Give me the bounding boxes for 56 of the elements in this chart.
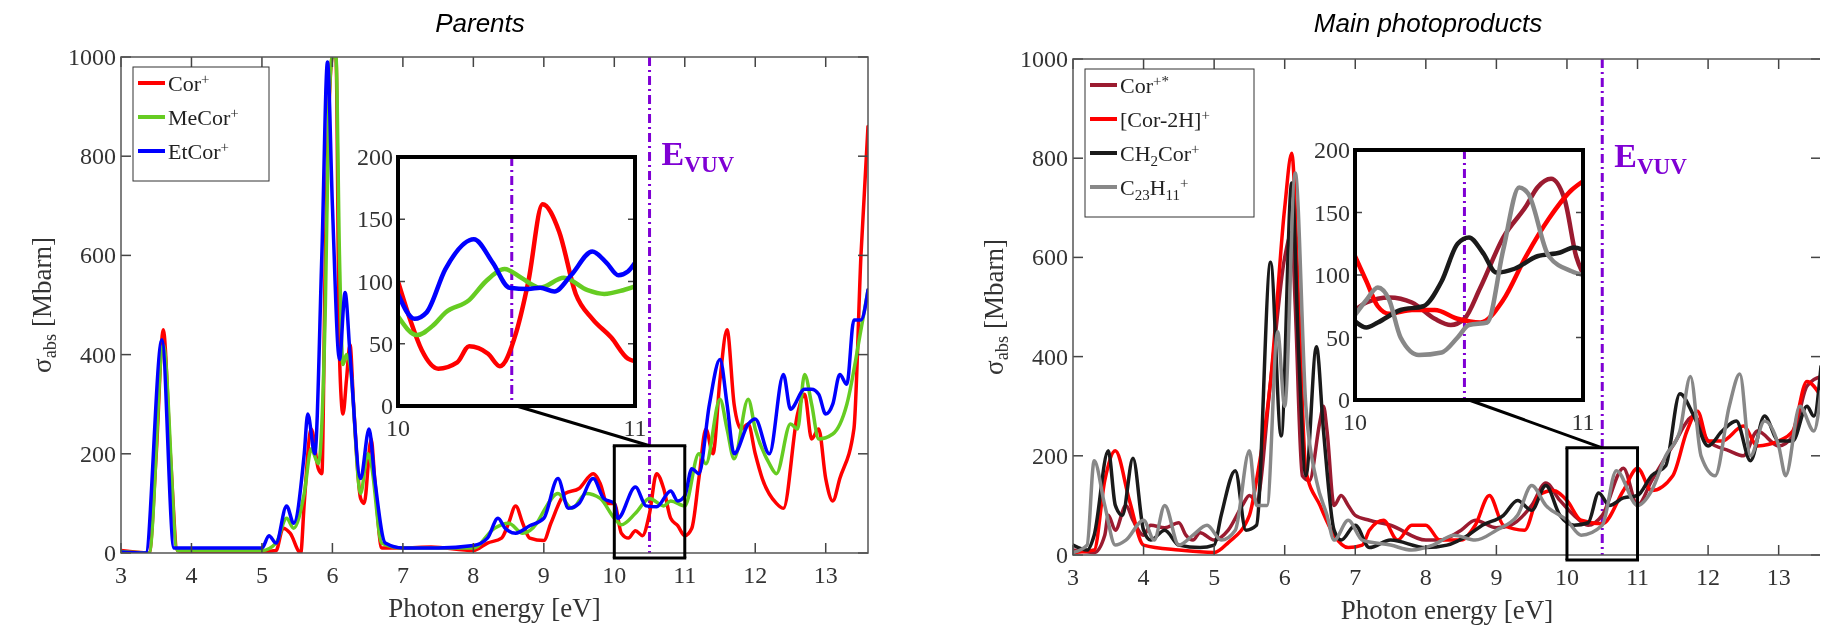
- y-tick-label: 0: [104, 540, 116, 566]
- x-tick-label: 13: [1766, 564, 1791, 590]
- y-tick-label: 400: [1032, 343, 1068, 370]
- x-tick-label: 11: [673, 562, 697, 588]
- legend-label: Cor$^{+}$: [168, 71, 210, 96]
- x-tick-label: 12: [743, 562, 768, 588]
- y-tick-label: 600: [80, 242, 116, 269]
- x-tick-label: 13: [813, 562, 838, 588]
- x-tick-label: 3: [115, 562, 127, 588]
- legend-label: CH$_{2}$Cor$^{+}$: [1120, 141, 1200, 169]
- x-tick-label: 3: [1067, 564, 1079, 590]
- y-tick-label: 200: [1032, 442, 1068, 469]
- x-tick-label: 12: [1696, 564, 1721, 590]
- chart-title: Parents: [435, 8, 525, 38]
- x-tick-label: 8: [1419, 564, 1432, 590]
- y-tick-label: 200: [357, 144, 393, 170]
- y-tick-label: 200: [80, 440, 116, 467]
- y-tick-label: 1000: [68, 44, 116, 70]
- x-axis-title: Photon energy [eV]: [1340, 595, 1554, 625]
- x-tick-label: 8: [467, 562, 480, 588]
- y-tick-label: 100: [357, 268, 393, 295]
- ref-line-label: E$_{VUV}$: [661, 135, 735, 177]
- ref-line-label: E$_{VUV}$: [1614, 137, 1688, 179]
- legend-label: Cor$^{+*}$: [1120, 73, 1169, 98]
- legend-label: EtCor$^{+}$: [168, 139, 229, 164]
- legend-label: [Cor-2H]$^{+}$: [1120, 107, 1210, 132]
- y-tick-label: 0: [1056, 542, 1068, 568]
- x-tick-label: 9: [537, 562, 550, 588]
- y-tick-label: 150: [357, 206, 393, 233]
- y-tick-label: 50: [369, 330, 393, 357]
- x-tick-label: 4: [1137, 564, 1150, 590]
- x-tick-label: 6: [1278, 564, 1291, 590]
- x-tick-label: 4: [185, 562, 198, 588]
- y-tick-label: 50: [1326, 324, 1350, 351]
- x-tick-label: 6: [326, 562, 339, 588]
- x-tick-label: 7: [396, 562, 409, 588]
- x-tick-label: 7: [1349, 564, 1362, 590]
- y-tick-label: 200: [1314, 137, 1350, 163]
- y-tick-label: 1000: [1020, 46, 1068, 72]
- x-tick-label: 11: [1625, 564, 1650, 590]
- x-tick-label: 10: [1554, 564, 1579, 590]
- y-tick-label: 100: [1314, 262, 1350, 288]
- x-axis-title: Photon energy [eV]: [388, 593, 601, 623]
- chart-title: Main photoproducts: [1313, 8, 1543, 38]
- x-tick-label: 5: [1208, 564, 1221, 590]
- x-tick-label: 11: [1571, 409, 1595, 435]
- y-tick-label: 400: [80, 341, 116, 368]
- x-tick-label: 9: [1490, 564, 1503, 590]
- x-tick-label: 10: [602, 562, 627, 588]
- y-tick-label: 800: [80, 143, 116, 170]
- y-tick-label: 600: [1032, 244, 1068, 271]
- x-tick-label: 11: [623, 415, 647, 441]
- y-tick-label: 800: [1032, 145, 1068, 172]
- y-tick-label: 150: [1314, 199, 1350, 226]
- x-tick-label: 5: [255, 562, 268, 588]
- legend-label: MeCor$^{+}$: [168, 105, 239, 130]
